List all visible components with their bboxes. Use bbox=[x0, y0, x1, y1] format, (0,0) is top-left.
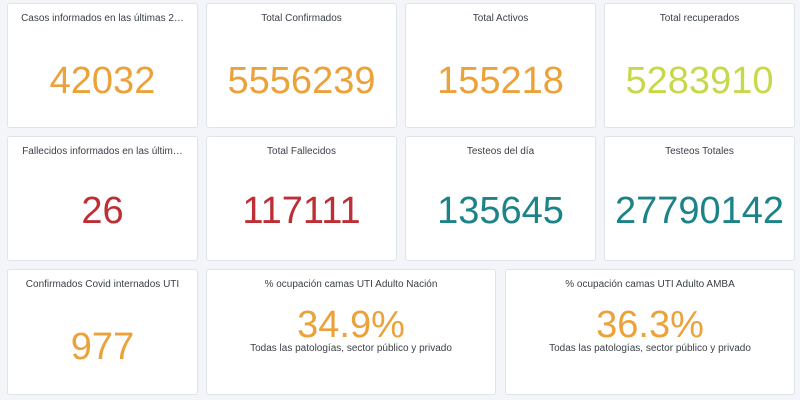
card-title: Fallecidos informados en las últim… bbox=[22, 146, 183, 157]
card-title: % ocupación camas UTI Adulto AMBA bbox=[565, 279, 735, 290]
card-total-confirmados: Total Confirmados 5556239 bbox=[206, 3, 397, 128]
card-subtitle: Todas las patologías, sector público y p… bbox=[549, 343, 751, 354]
card-fallecidos-ultimas: Fallecidos informados en las últim… 26 bbox=[7, 136, 198, 261]
card-title: Total recuperados bbox=[659, 13, 740, 24]
card-uti-nacion: % ocupación camas UTI Adulto Nación 34.9… bbox=[206, 269, 496, 395]
card-testeos-totales: Testeos Totales 27790142 bbox=[604, 136, 795, 261]
card-value: 5556239 bbox=[227, 60, 376, 102]
card-casos-ultimas: Casos informados en las últimas 2… 42032 bbox=[7, 3, 198, 128]
card-title: Testeos del día bbox=[466, 146, 535, 157]
card-subtitle: Todas las patologías, sector público y p… bbox=[250, 343, 452, 354]
card-uti-amba: % ocupación camas UTI Adulto AMBA 36.3% … bbox=[505, 269, 795, 395]
card-title: Total Confirmados bbox=[261, 13, 342, 24]
card-title: Testeos Totales bbox=[665, 146, 734, 157]
card-value: 135645 bbox=[437, 190, 564, 232]
card-value: 117111 bbox=[242, 190, 361, 232]
card-value: 34.9% bbox=[297, 304, 405, 346]
card-title: Total Activos bbox=[472, 13, 529, 24]
card-value: 42032 bbox=[49, 60, 156, 102]
card-total-activos: Total Activos 155218 bbox=[405, 3, 596, 128]
card-value: 5283910 bbox=[625, 60, 774, 102]
card-testeos-dia: Testeos del día 135645 bbox=[405, 136, 596, 261]
card-value: 36.3% bbox=[596, 304, 704, 346]
card-title: Casos informados en las últimas 2… bbox=[21, 13, 184, 24]
card-value: 977 bbox=[70, 326, 135, 368]
card-total-fallecidos: Total Fallecidos 117111 bbox=[206, 136, 397, 261]
card-value: 26 bbox=[81, 190, 124, 232]
card-title: Confirmados Covid internados UTI bbox=[25, 279, 180, 290]
card-title: % ocupación camas UTI Adulto Nación bbox=[264, 279, 438, 290]
card-total-recuperados: Total recuperados 5283910 bbox=[604, 3, 795, 128]
card-internados-uti: Confirmados Covid internados UTI 977 bbox=[7, 269, 198, 395]
card-value: 155218 bbox=[437, 60, 564, 102]
card-value: 27790142 bbox=[614, 190, 785, 232]
card-title: Total Fallecidos bbox=[267, 146, 336, 157]
